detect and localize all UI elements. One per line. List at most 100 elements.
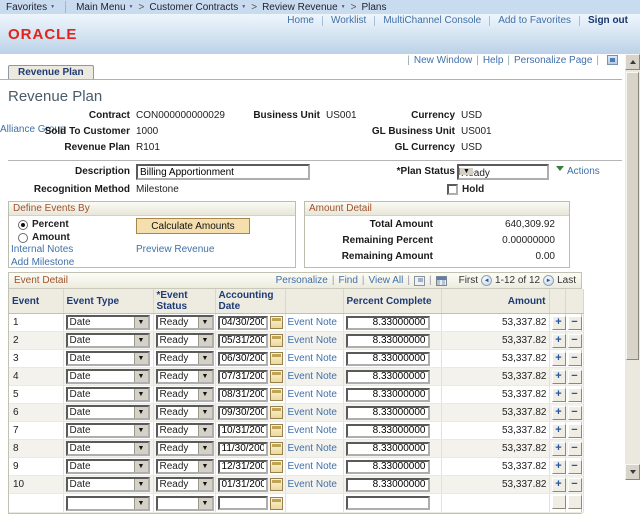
event-type-dropdown[interactable]: Date xyxy=(66,477,150,492)
event-status-dropdown[interactable]: Ready xyxy=(156,351,214,366)
next-page-icon[interactable] xyxy=(543,275,554,286)
event-type-dropdown[interactable]: Date xyxy=(66,369,150,384)
event-type-dropdown[interactable]: Date xyxy=(66,333,150,348)
event-type-dropdown[interactable]: Date xyxy=(66,351,150,366)
event-note-link[interactable]: Event Note xyxy=(288,425,337,436)
add-row-button[interactable]: + xyxy=(552,316,566,330)
view-all-link[interactable]: View All xyxy=(369,275,404,286)
event-note-link[interactable]: Event Note xyxy=(288,443,337,454)
dropdown-arrow-icon[interactable] xyxy=(198,425,212,436)
dropdown-arrow-icon[interactable] xyxy=(134,353,148,364)
zoom-grid-icon[interactable] xyxy=(414,276,425,286)
calendar-icon[interactable] xyxy=(270,370,283,383)
dropdown-arrow-icon[interactable] xyxy=(134,389,148,400)
calendar-icon[interactable] xyxy=(270,388,283,401)
internal-notes-link[interactable]: Internal Notes xyxy=(11,244,73,255)
event-type-dropdown[interactable]: Date xyxy=(66,315,150,330)
home-link[interactable]: Home xyxy=(287,15,314,26)
dropdown-arrow-icon[interactable] xyxy=(198,335,212,346)
previous-page-icon[interactable] xyxy=(481,275,492,286)
event-status-dropdown[interactable]: Ready xyxy=(156,333,214,348)
new-window-link[interactable]: New Window xyxy=(414,55,472,66)
scroll-down-icon[interactable] xyxy=(625,464,640,480)
event-note-link[interactable]: Event Note xyxy=(288,389,337,400)
dropdown-arrow-icon[interactable] xyxy=(459,168,473,175)
event-status-dropdown[interactable]: Ready xyxy=(156,477,214,492)
description-input[interactable] xyxy=(136,164,310,180)
percent-input[interactable] xyxy=(346,334,430,348)
scrollbar-thumb[interactable] xyxy=(626,72,639,360)
dropdown-arrow-icon[interactable] xyxy=(134,498,148,509)
breadcrumb-customer-contracts[interactable]: Customer Contracts xyxy=(149,2,246,13)
percent-input[interactable] xyxy=(346,442,430,456)
calendar-icon[interactable] xyxy=(270,406,283,419)
calendar-icon[interactable] xyxy=(270,442,283,455)
event-status-dropdown[interactable]: Ready xyxy=(156,441,214,456)
event-note-link[interactable]: Event Note xyxy=(288,353,337,364)
personalize-link[interactable]: Personalize xyxy=(276,275,328,286)
dropdown-arrow-icon[interactable] xyxy=(198,371,212,382)
event-type-dropdown[interactable]: Date xyxy=(66,441,150,456)
accounting-date-input[interactable] xyxy=(218,334,268,348)
download-to-excel-icon[interactable] xyxy=(436,276,447,286)
worklist-link[interactable]: Worklist xyxy=(331,15,366,26)
dropdown-arrow-icon[interactable] xyxy=(134,479,148,490)
delete-row-button[interactable]: − xyxy=(568,316,582,330)
dropdown-arrow-icon[interactable] xyxy=(134,425,148,436)
event-status-dropdown[interactable]: Ready xyxy=(156,387,214,402)
delete-row-button[interactable]: − xyxy=(568,460,582,474)
event-type-dropdown[interactable]: Date xyxy=(66,459,150,474)
find-link[interactable]: Find xyxy=(338,275,357,286)
dropdown-arrow-icon[interactable] xyxy=(198,498,212,509)
dropdown-arrow-icon[interactable] xyxy=(134,335,148,346)
percent-input[interactable] xyxy=(346,424,430,438)
add-row-button[interactable]: + xyxy=(552,370,566,384)
dropdown-arrow-icon[interactable] xyxy=(134,407,148,418)
event-status-dropdown[interactable]: Ready xyxy=(156,369,214,384)
dropdown-arrow-icon[interactable] xyxy=(198,389,212,400)
dropdown-arrow-icon[interactable] xyxy=(198,461,212,472)
dropdown-arrow-icon[interactable] xyxy=(134,443,148,454)
breadcrumb-review-revenue[interactable]: Review Revenue xyxy=(262,2,346,13)
event-type-dropdown[interactable]: Date xyxy=(66,423,150,438)
calendar-icon[interactable] xyxy=(270,316,283,329)
percent-input[interactable] xyxy=(346,460,430,474)
dropdown-arrow-icon[interactable] xyxy=(198,317,212,328)
copy-url-icon[interactable] xyxy=(607,55,618,65)
dropdown-arrow-icon[interactable] xyxy=(134,461,148,472)
event-note-link[interactable]: Event Note xyxy=(288,461,337,472)
event-note-link[interactable]: Event Note xyxy=(288,407,337,418)
add-to-favorites-link[interactable]: Add to Favorites xyxy=(498,15,571,26)
event-note-link[interactable]: Event Note xyxy=(288,371,337,382)
preview-revenue-link[interactable]: Preview Revenue xyxy=(136,244,214,255)
multichannel-console-link[interactable]: MultiChannel Console xyxy=(383,15,481,26)
event-status-dropdown[interactable]: Ready xyxy=(156,459,214,474)
favorites-menu[interactable]: Favorites xyxy=(6,2,55,13)
delete-row-button[interactable]: − xyxy=(568,406,582,420)
percent-input[interactable] xyxy=(346,388,430,402)
event-note-link[interactable]: Event Note xyxy=(288,479,337,490)
event-type-dropdown[interactable] xyxy=(66,496,150,511)
dropdown-arrow-icon[interactable] xyxy=(198,443,212,454)
amount-radio[interactable] xyxy=(18,233,28,243)
actions-triangle-icon[interactable] xyxy=(556,166,564,171)
accounting-date-input[interactable] xyxy=(218,460,268,474)
accounting-date-input[interactable] xyxy=(218,388,268,402)
vertical-scrollbar[interactable] xyxy=(625,54,640,480)
delete-row-button[interactable]: − xyxy=(568,424,582,438)
percent-input[interactable] xyxy=(346,496,430,510)
add-row-button[interactable]: + xyxy=(552,388,566,402)
sign-out-link[interactable]: Sign out xyxy=(588,15,628,26)
dropdown-arrow-icon[interactable] xyxy=(134,317,148,328)
main-menu[interactable]: Main Menu xyxy=(76,2,133,13)
event-status-dropdown[interactable]: Ready xyxy=(156,315,214,330)
event-note-link[interactable]: Event Note xyxy=(288,317,337,328)
accounting-date-input[interactable] xyxy=(218,316,268,330)
accounting-date-input[interactable] xyxy=(218,370,268,384)
percent-radio[interactable] xyxy=(18,220,28,230)
delete-row-button[interactable]: − xyxy=(568,370,582,384)
delete-row-button[interactable]: − xyxy=(568,442,582,456)
hold-checkbox[interactable] xyxy=(447,184,458,195)
add-row-button[interactable]: + xyxy=(552,442,566,456)
personalize-page-link[interactable]: Personalize Page xyxy=(514,55,592,66)
